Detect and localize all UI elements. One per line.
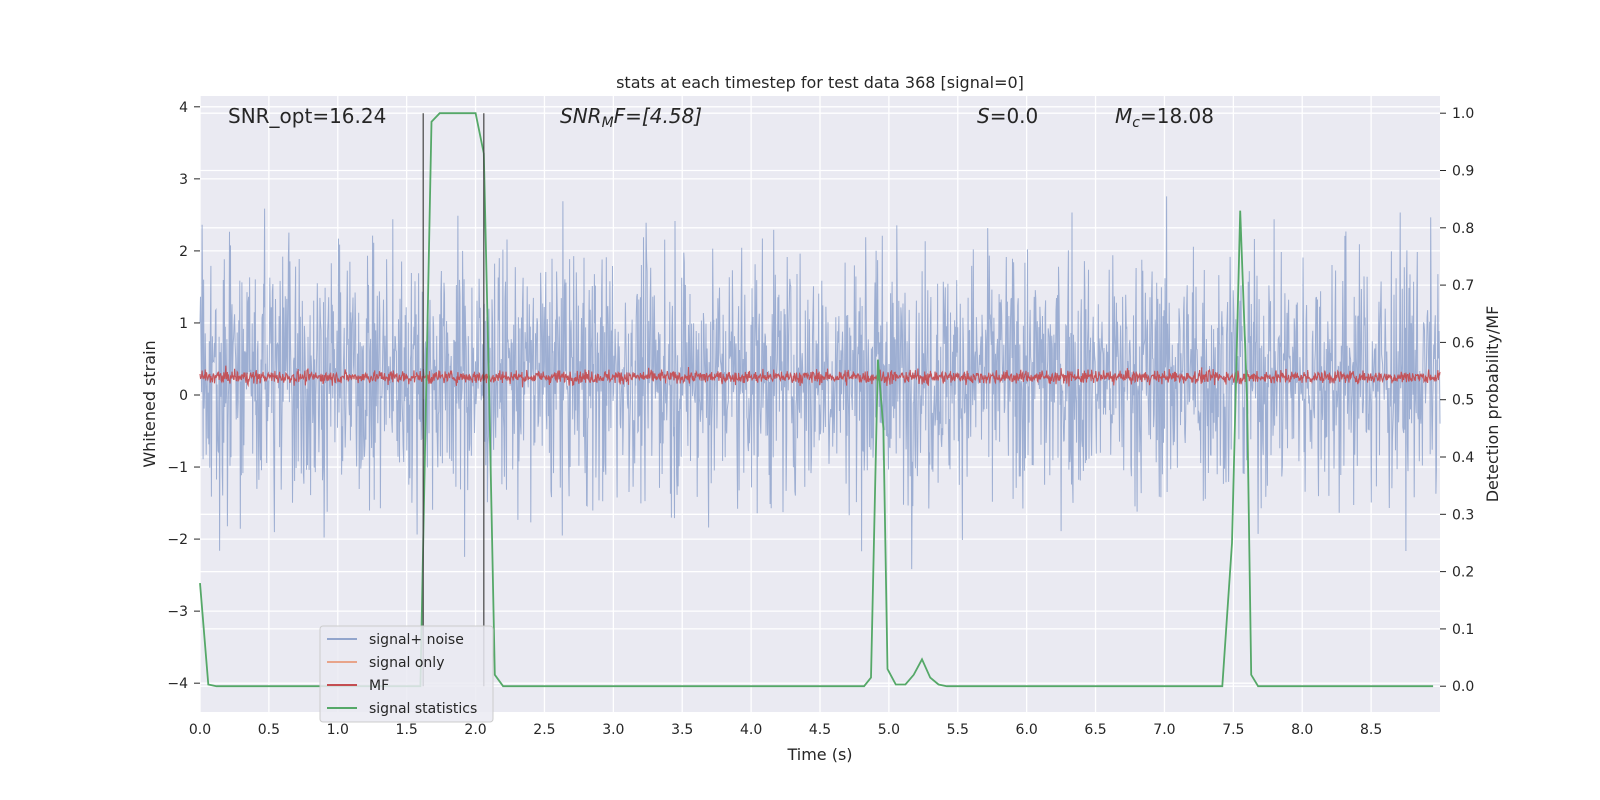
x-tick-label: 8.0 xyxy=(1291,722,1313,738)
x-tick-label: 2.0 xyxy=(464,722,486,738)
y-tick-label: 2 xyxy=(179,244,188,260)
legend-label-mf: MF xyxy=(369,678,389,694)
y-right-tick-label: 0.8 xyxy=(1452,221,1474,237)
annotation-snr-opt: SNR_opt=16.24 xyxy=(228,104,386,128)
x-tick-label: 8.5 xyxy=(1360,722,1382,738)
x-tick-label: 4.5 xyxy=(809,722,831,738)
y-right-tick-label: 0.4 xyxy=(1452,450,1474,466)
series-signal-noise xyxy=(199,196,1441,570)
x-axis-label: Time (s) xyxy=(786,745,852,764)
snr-mf-rest: F=[4.58] xyxy=(614,104,702,128)
vertical-markers xyxy=(422,113,485,687)
x-tick-label: 0.0 xyxy=(189,722,211,738)
y-tick-label: −3 xyxy=(167,604,188,620)
legend: signal+ noise signal only MF signal stat… xyxy=(319,625,494,723)
mc-value: =18.08 xyxy=(1140,104,1214,128)
legend-label-signal-noise: signal+ noise xyxy=(369,632,464,648)
y-tick-label: 3 xyxy=(179,172,188,188)
y-axis-label: Whitened strain xyxy=(140,340,159,467)
y-tick-label: 1 xyxy=(179,316,188,332)
snr-mf-sub: M xyxy=(602,115,614,131)
annotation-snr-mf: SNRMF=[4.58] xyxy=(560,104,702,131)
x-tick-label: 1.5 xyxy=(396,722,418,738)
y-right-tick-label: 0.7 xyxy=(1452,278,1474,294)
s-label: S xyxy=(977,104,990,128)
x-tick-label: 5.5 xyxy=(947,722,969,738)
y-right-tick-label: 0.6 xyxy=(1452,335,1474,351)
y-right-tick-label: 0.1 xyxy=(1452,622,1474,638)
annotation-s: S=0.0 xyxy=(977,104,1038,128)
x-tick-label: 2.5 xyxy=(533,722,555,738)
mc-label: M xyxy=(1115,104,1132,128)
x-tick-label: 7.0 xyxy=(1153,722,1175,738)
y-right-tick-label: 0.5 xyxy=(1452,393,1474,409)
y-tick-label: −4 xyxy=(167,676,188,692)
y-right-axis-label: Detection probability/MF xyxy=(1483,306,1502,503)
x-tick-label: 3.0 xyxy=(602,722,624,738)
y-tick-label: 0 xyxy=(179,388,188,404)
y-right-tick-label: 0.0 xyxy=(1452,679,1474,695)
mc-sub: c xyxy=(1132,115,1140,131)
x-tick-label: 7.5 xyxy=(1222,722,1244,738)
legend-label-signal-statistics: signal statistics xyxy=(369,701,477,717)
x-tick-label: 6.5 xyxy=(1084,722,1106,738)
legend-label-signal-only: signal only xyxy=(369,655,444,671)
ticks: 0.0 0.5 1.0 1.5 2.0 2.5 3.0 3.5 4.0 4.5 5.0 5.5 6.0 6… xyxy=(167,100,1474,738)
x-tick-label: 0.5 xyxy=(258,722,280,738)
snr-mf-main: SNR xyxy=(560,104,602,128)
x-tick-label: 3.5 xyxy=(671,722,693,738)
legend-box xyxy=(319,625,494,723)
y-right-tick-label: 1.0 xyxy=(1452,106,1474,122)
y-right-tick-label: 0.3 xyxy=(1452,507,1474,523)
x-tick-label: 5.0 xyxy=(878,722,900,738)
s-value: =0.0 xyxy=(990,104,1039,128)
series-signal-statistics xyxy=(199,112,1434,688)
x-tick-label: 6.0 xyxy=(1016,722,1038,738)
y-right-tick-label: 0.9 xyxy=(1452,163,1474,179)
y-tick-label: −1 xyxy=(167,460,188,476)
series-mf xyxy=(199,365,1441,388)
x-tick-label: 4.0 xyxy=(740,722,762,738)
y-tick-label: −2 xyxy=(167,532,188,548)
series-layer xyxy=(199,112,1441,688)
grid xyxy=(199,96,1440,712)
x-tick-label: 1.0 xyxy=(327,722,349,738)
annotation-mc: Mc=18.08 xyxy=(1115,104,1214,131)
y-right-tick-label: 0.2 xyxy=(1452,565,1474,581)
y-tick-label: 4 xyxy=(179,100,188,116)
chart-title: stats at each timestep for test data 368… xyxy=(616,73,1024,92)
